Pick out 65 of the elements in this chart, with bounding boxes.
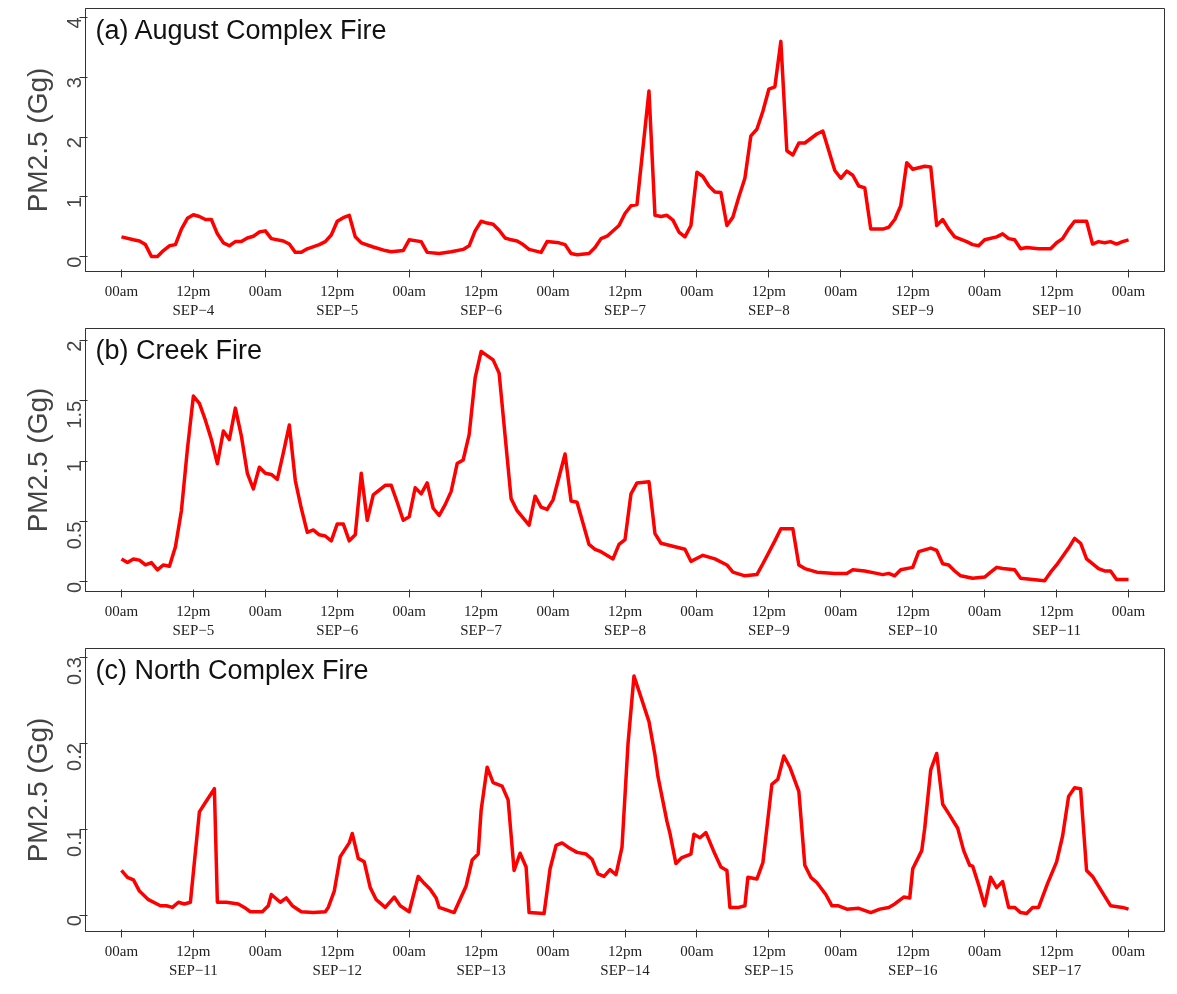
x-tick-label: 00am: [392, 602, 427, 619]
y-tick-label: 4: [63, 17, 86, 29]
x-tick-label: 00am: [104, 282, 139, 299]
y-tick-label: 2: [63, 340, 86, 352]
x-tick-label: 12pm SEP−5: [316, 282, 359, 318]
y-tick-label: 0: [63, 915, 86, 927]
x-tick-label: 12pm SEP−16: [888, 942, 938, 978]
y-tick-label: 0: [63, 581, 86, 593]
y-tick-label: 0.1: [63, 829, 86, 857]
chart-title: (a) August Complex Fire: [95, 14, 387, 45]
x-tick-label: 00am: [248, 942, 283, 959]
x-tick-label: 00am: [104, 602, 139, 619]
y-tick-label: 0: [63, 256, 86, 268]
x-tick-label: 00am: [536, 282, 571, 299]
x-tick-label: 12pm SEP−7: [460, 602, 503, 638]
x-tick-label: 00am: [968, 602, 1002, 619]
x-tick-label: 00am: [680, 602, 714, 619]
x-tick-label: 12pm SEP−6: [460, 282, 503, 318]
y-axis-title: PM2.5 (Gg): [21, 387, 53, 533]
x-tick-label: 12pm SEP−9: [747, 602, 790, 638]
x-tick-label: 12pm SEP−12: [312, 942, 362, 978]
x-tick-label: 00am: [248, 602, 283, 619]
y-tick-label: 1: [63, 196, 86, 208]
x-tick-label: 12pm SEP−15: [744, 942, 794, 978]
x-tick-label: 00am: [536, 602, 571, 619]
x-tick-label: 00am: [1111, 942, 1146, 959]
y-tick-label: 0.3: [63, 657, 86, 685]
x-tick-label: 12pm SEP−10: [1031, 282, 1082, 318]
y-tick-label: 1.5: [63, 400, 86, 429]
y-tick-label: 1: [63, 461, 86, 473]
x-tick-label: 00am: [1111, 282, 1146, 299]
x-tick-label: 00am: [968, 282, 1002, 299]
y-tick-label: 2: [63, 137, 86, 149]
x-tick-label: 12pm SEP−5: [172, 602, 215, 638]
chart-title: (c) North Complex Fire: [95, 654, 369, 685]
x-tick-label: 12pm SEP−8: [747, 282, 790, 318]
x-tick-label: 12pm SEP−10: [888, 602, 938, 638]
x-tick-label: 12pm SEP−4: [172, 282, 215, 318]
x-tick-label: 12pm SEP−6: [316, 602, 359, 638]
x-tick-label: 12pm SEP−8: [604, 602, 646, 638]
x-tick-label: 12pm SEP−7: [604, 282, 647, 318]
x-tick-label: 12pm SEP−9: [891, 282, 934, 318]
x-tick-label: 00am: [680, 942, 714, 959]
x-tick-label: 00am: [824, 942, 858, 959]
x-tick-label: 12pm SEP−11: [1032, 602, 1081, 638]
x-tick-label: 00am: [824, 602, 858, 619]
x-tick-label: 00am: [392, 282, 427, 299]
y-tick-label: 0.5: [63, 521, 86, 550]
y-axis-title: PM2.5 (Gg): [21, 717, 53, 863]
x-tick-label: 00am: [680, 282, 714, 299]
x-tick-label: 00am: [824, 282, 858, 299]
x-tick-label: 00am: [104, 942, 139, 959]
y-tick-label: 3: [63, 77, 86, 89]
chart-title: (b) Creek Fire: [95, 334, 263, 365]
x-tick-label: 00am: [248, 282, 283, 299]
x-tick-label: 12pm SEP−11: [169, 942, 218, 978]
y-axis-title: PM2.5 (Gg): [21, 67, 53, 213]
x-tick-label: 00am: [1111, 602, 1146, 619]
x-tick-label: 12pm SEP−13: [456, 942, 506, 978]
y-tick-label: 0.2: [63, 743, 86, 771]
x-tick-label: 12pm SEP−17: [1031, 942, 1082, 978]
x-tick-label: 00am: [536, 942, 571, 959]
x-tick-label: 00am: [392, 942, 427, 959]
x-tick-label: 00am: [968, 942, 1002, 959]
x-tick-label: 12pm SEP−14: [600, 942, 651, 978]
